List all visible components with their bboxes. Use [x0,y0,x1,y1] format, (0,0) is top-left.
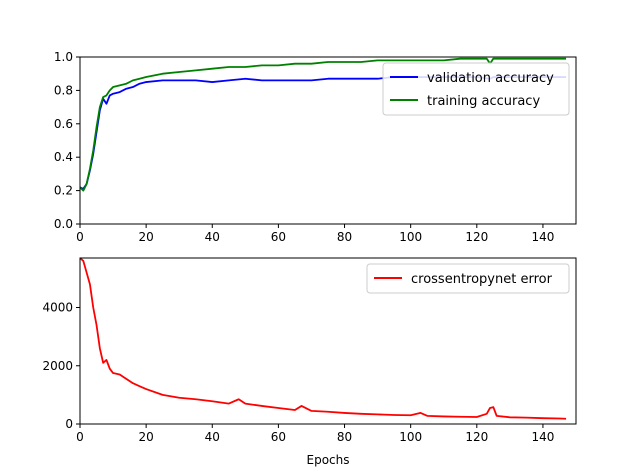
x-tick-label: 40 [205,230,220,244]
x-tick-label: 0 [76,430,84,444]
y-tick-label: 0.8 [54,83,73,97]
x-tick-label: 140 [531,430,554,444]
y-tick-label: 2000 [42,359,73,373]
x-tick-label: 140 [531,230,554,244]
legend: crossentropynet error [366,263,570,294]
x-tick-label: 120 [465,230,488,244]
error-plot: 0 20 40 60 80 100 120 140 0 2000 4000 Epochs crossen… [42,257,577,467]
series-line-1 [79,57,567,192]
y-tick-label: 0.2 [54,184,73,198]
x-tick-label: 20 [138,230,153,244]
x-tick-label: 20 [138,430,153,444]
y-tick-label: 0.0 [54,217,73,231]
legend-box [366,263,570,294]
legend: validation accuracy training accuracy [382,62,570,116]
x-tick-label: 80 [337,430,352,444]
accuracy-plot: 0 20 40 60 80 100 120 140 0.0 0.2 0.4 0.6 0.8 1.0 vali… [54,50,577,244]
x-tick-label: 120 [465,430,488,444]
legend-label-1: training accuracy [427,94,540,109]
y-tick-label: 0.4 [54,150,73,164]
x-tick-label: 60 [271,230,286,244]
x-tick-label: 100 [399,430,422,444]
y-tick-label: 4000 [42,301,73,315]
x-tick-label: 100 [399,230,422,244]
legend-box [382,62,570,116]
legend-label-0: crossentropynet error [411,272,553,287]
x-tick-label: 80 [337,230,352,244]
x-tick-label: 40 [205,430,220,444]
axes-frame [79,56,577,225]
y-tick-label: 0 [65,417,73,431]
series-line-0 [79,257,567,420]
x-tick-label: 60 [271,430,286,444]
legend-label-0: validation accuracy [427,71,554,86]
axes-frame [79,257,577,425]
x-tick-label: 0 [76,230,84,244]
x-axis-label: Epochs [307,453,350,467]
y-tick-label: 1.0 [54,50,73,64]
y-tick-label: 0.6 [54,117,73,131]
